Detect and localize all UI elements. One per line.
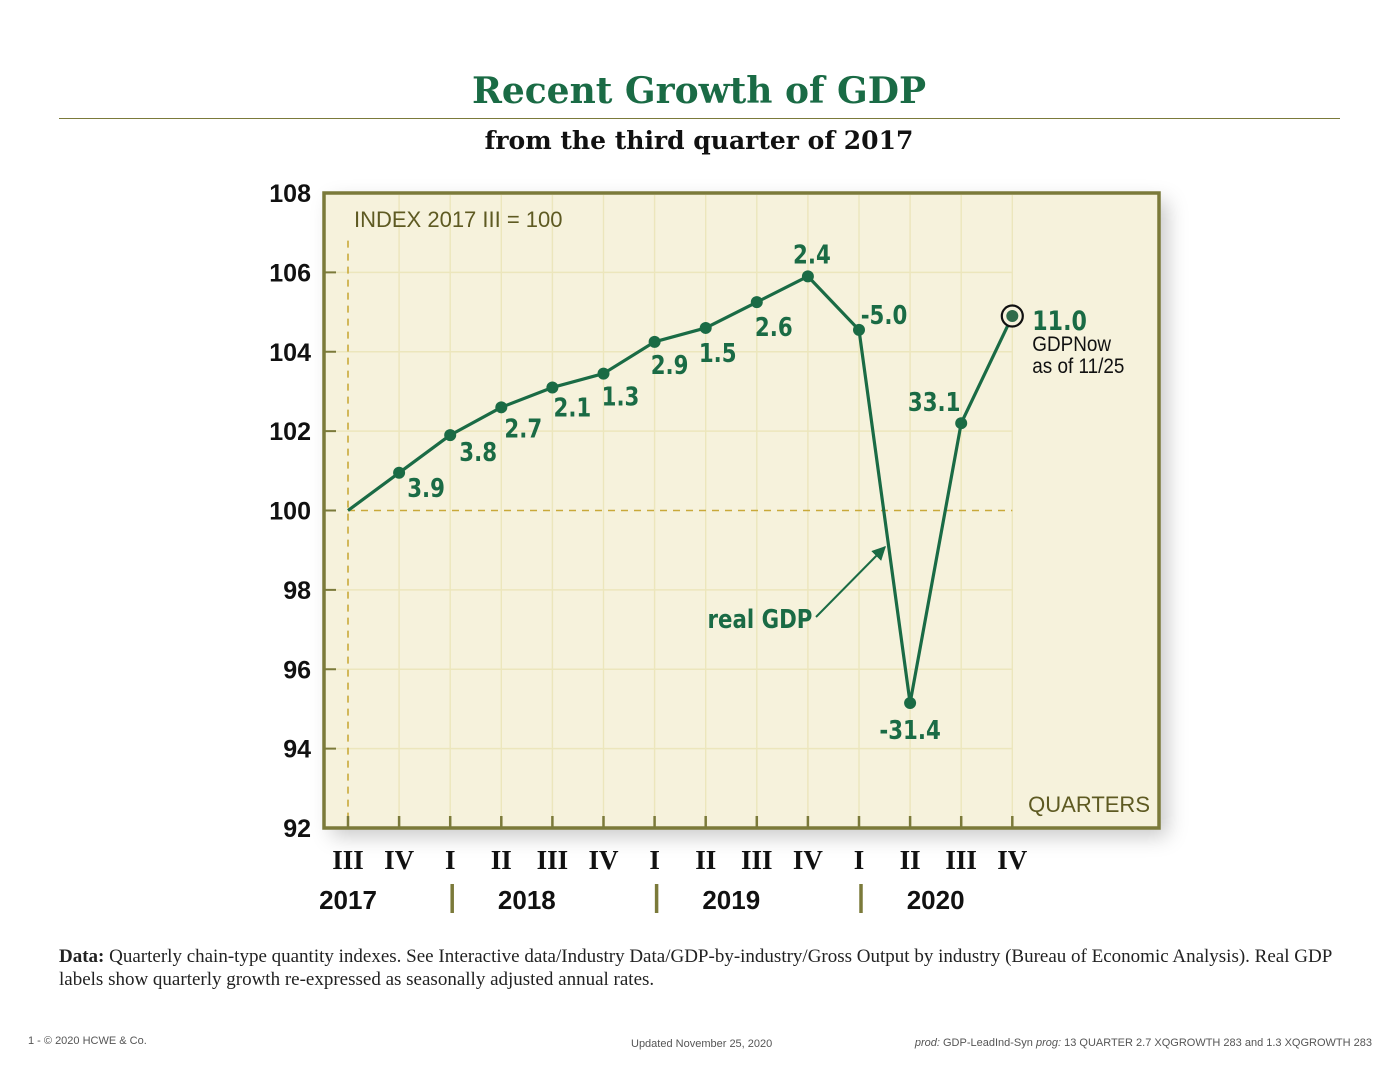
x-quarter-label: II	[491, 845, 512, 875]
growth-rate-label: 1.3	[602, 382, 640, 413]
series-name-label: real GDP	[708, 604, 813, 635]
gdp-data-point	[393, 466, 406, 479]
nowcast-value-label: 11.0	[1032, 305, 1087, 337]
y-tick-label: 92	[283, 815, 311, 843]
title-rule	[59, 118, 1340, 119]
y-tick-label: 104	[269, 339, 311, 367]
nowcast-note-line1: GDPNow	[1032, 333, 1111, 356]
x-quarter-label: IV	[793, 845, 824, 875]
gdp-data-point	[546, 381, 559, 394]
nowcast-point	[1006, 310, 1019, 323]
x-quarter-label: IV	[588, 845, 619, 875]
growth-rate-label: 2.1	[554, 392, 592, 423]
y-tick-label: 106	[269, 259, 311, 287]
growth-rate-label: 2.7	[504, 413, 542, 444]
program-info: prod: GDP-LeadInd-Syn prog: 13 QUARTER 2…	[915, 1037, 1372, 1049]
growth-rate-label: -5.0	[861, 300, 908, 331]
chart-subtitle: from the third quarter of 2017	[484, 126, 914, 155]
gdp-data-point	[648, 335, 661, 348]
data-footnote: Data: Quarterly chain-type quantity inde…	[59, 945, 1341, 991]
gdp-data-point	[750, 296, 763, 309]
x-quarter-label: I	[854, 845, 865, 875]
updated-date: Updated November 25, 2020	[631, 1038, 773, 1050]
gdp-data-point	[853, 323, 865, 336]
prog-label: prog:	[1035, 1037, 1062, 1049]
growth-rate-label: -31.4	[879, 715, 940, 746]
x-quarter-label: III	[537, 845, 569, 875]
growth-rate-label: 3.9	[407, 473, 445, 504]
y-tick-label: 98	[283, 577, 311, 605]
nowcast-segment	[959, 315, 1014, 424]
growth-rate-label: 2.6	[755, 312, 793, 343]
x-quarter-label: III	[332, 845, 364, 875]
x-year-label: 2020	[907, 885, 965, 915]
chart-title: Recent Growth of GDP	[471, 70, 927, 112]
x-year-label: 2019	[702, 885, 760, 915]
footnote-label: Data:	[59, 946, 105, 967]
gdp-data-point	[699, 321, 712, 334]
growth-rate-label: 2.4	[793, 239, 831, 270]
y-tick-label: 108	[269, 180, 311, 208]
index-note: INDEX 2017 III = 100	[354, 207, 563, 232]
gdp-data-point	[955, 417, 968, 430]
growth-rate-label: 33.1	[908, 387, 961, 418]
nowcast-note-line2: as of 11/25	[1032, 355, 1124, 378]
prod-value: GDP-LeadInd-Syn	[943, 1037, 1033, 1049]
page-copyright: 1 - © 2020 HCWE & Co.	[28, 1035, 147, 1047]
growth-rate-label: 1.5	[699, 338, 737, 369]
x-year-label: 2017	[319, 885, 377, 915]
gdp-data-point	[444, 429, 457, 442]
x-quarter-label: II	[900, 845, 921, 875]
growth-rate-label: 3.8	[459, 437, 497, 468]
gdp-data-point	[801, 270, 814, 283]
x-quarter-label: I	[649, 845, 660, 875]
x-quarter-label: IV	[384, 845, 415, 875]
footnote-text: Quarterly chain-type quantity indexes. S…	[59, 946, 1332, 990]
gdp-data-point	[597, 367, 610, 380]
growth-rate-label: 2.9	[651, 350, 689, 381]
y-tick-label: 100	[269, 498, 311, 526]
x-quarter-label: II	[695, 845, 716, 875]
copyright: © 2020 HCWE & Co.	[43, 1035, 147, 1047]
page-number: 1 -	[28, 1035, 41, 1047]
gdp-data-point	[495, 401, 508, 414]
x-year-label: 2018	[498, 885, 556, 915]
quarters-axis-word: QUARTERS	[1028, 792, 1150, 817]
x-quarter-label: IV	[997, 845, 1028, 875]
x-quarter-label: III	[741, 845, 773, 875]
y-tick-label: 96	[283, 656, 311, 684]
prog-value: 13 QUARTER 2.7 XQGROWTH 283 and 1.3 XQGR…	[1064, 1037, 1372, 1049]
gdp-data-point	[904, 696, 917, 709]
prod-label: prod:	[914, 1037, 940, 1049]
x-quarter-label: III	[945, 845, 977, 875]
y-tick-label: 102	[269, 418, 311, 446]
y-tick-label: 94	[283, 736, 311, 764]
series-pointer-arrow	[815, 546, 886, 618]
x-quarter-label: I	[445, 845, 456, 875]
